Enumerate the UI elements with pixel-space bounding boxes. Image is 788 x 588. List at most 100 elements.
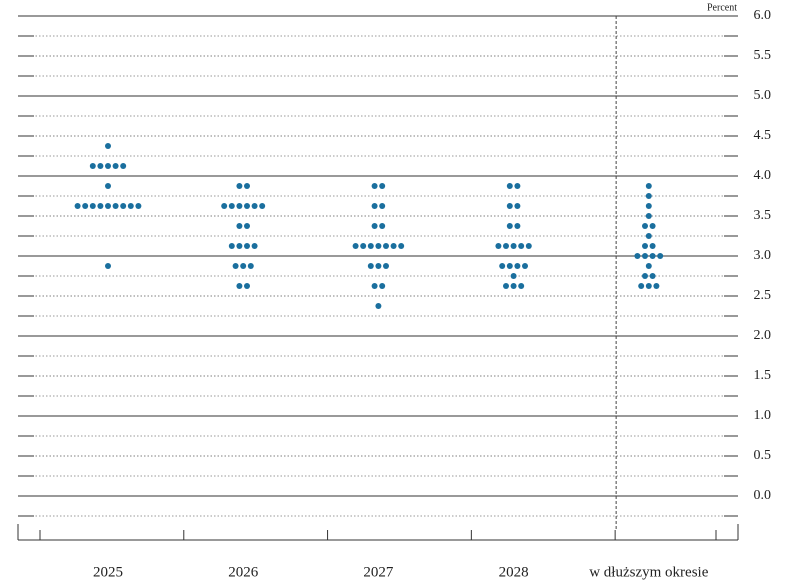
dot <box>514 203 521 209</box>
dot <box>503 243 509 249</box>
dot <box>244 243 250 249</box>
dot <box>379 283 386 289</box>
y-tick-label: 3.5 <box>754 208 772 223</box>
y-tick-label: 0.5 <box>754 448 772 463</box>
dot <box>653 283 660 289</box>
dot <box>518 283 525 289</box>
dot <box>642 273 648 279</box>
dot <box>352 243 359 249</box>
dot <box>503 283 509 289</box>
x-tick-label: 2027 <box>363 564 394 580</box>
dot <box>247 263 254 269</box>
dot <box>244 223 250 229</box>
dot <box>379 183 386 189</box>
dot <box>522 263 528 269</box>
dot <box>383 243 389 249</box>
dot <box>514 263 521 269</box>
dot <box>105 263 111 269</box>
dot <box>642 253 648 259</box>
dot <box>105 183 111 189</box>
dot <box>379 223 386 229</box>
dot <box>127 203 134 209</box>
y-tick-label: 4.5 <box>754 128 772 143</box>
dot <box>645 193 652 199</box>
dot <box>642 223 648 229</box>
dot <box>244 203 250 209</box>
dot <box>506 263 513 269</box>
x-tick-label: w dłuższym okresie <box>589 564 708 580</box>
y-tick-label: 0.0 <box>754 488 772 503</box>
dot <box>236 183 243 189</box>
dot <box>379 203 386 209</box>
dot <box>398 243 405 249</box>
dot <box>499 263 506 269</box>
dot <box>375 303 382 309</box>
dot <box>506 203 513 209</box>
y-tick-label: 2.5 <box>754 288 772 303</box>
dot <box>634 253 641 259</box>
dot <box>105 203 111 209</box>
dot <box>657 253 664 259</box>
dot <box>375 243 382 249</box>
dot <box>251 243 258 249</box>
y-tick-label: 2.0 <box>754 328 772 343</box>
dot <box>649 273 656 279</box>
dot <box>390 243 397 249</box>
dot <box>105 163 111 169</box>
y-tick-label: 3.0 <box>754 248 772 263</box>
unit-label: Percent <box>707 2 737 13</box>
dot <box>518 243 525 249</box>
dot <box>649 223 656 229</box>
dot <box>221 203 228 209</box>
dot <box>259 203 266 209</box>
dot <box>371 183 378 189</box>
dot <box>74 203 81 209</box>
dot <box>514 183 521 189</box>
dot <box>375 263 382 269</box>
dot <box>645 263 652 269</box>
dot <box>371 203 378 209</box>
dot <box>244 183 250 189</box>
dot <box>645 233 652 239</box>
dot <box>135 203 142 209</box>
dot <box>240 263 247 269</box>
dot <box>371 223 378 229</box>
y-tick-label: 1.0 <box>754 408 772 423</box>
x-tick-label: 2028 <box>499 564 529 580</box>
dot <box>645 183 652 189</box>
dot <box>367 263 374 269</box>
dot <box>645 203 652 209</box>
dot <box>360 243 367 249</box>
dot <box>506 223 513 229</box>
dot <box>642 243 648 249</box>
dot <box>97 163 104 169</box>
dot <box>367 243 374 249</box>
dot <box>97 203 104 209</box>
x-tick-label: 2025 <box>93 564 123 580</box>
dot <box>514 223 521 229</box>
dot <box>228 243 235 249</box>
dot <box>510 283 517 289</box>
dot <box>89 203 96 209</box>
dot <box>112 203 119 209</box>
dot <box>120 203 127 209</box>
dot <box>525 243 532 249</box>
dot <box>510 273 517 279</box>
dot <box>120 163 127 169</box>
y-tick-label: 1.5 <box>754 368 772 383</box>
dot <box>645 283 652 289</box>
dot <box>236 283 243 289</box>
dot <box>244 283 250 289</box>
dot <box>251 203 258 209</box>
dot <box>638 283 645 289</box>
dot <box>232 263 239 269</box>
dot <box>89 163 96 169</box>
y-tick-label: 5.0 <box>754 88 772 103</box>
dot <box>649 243 656 249</box>
dot <box>495 243 502 249</box>
dot <box>236 223 243 229</box>
dot <box>645 213 652 219</box>
dot <box>383 263 389 269</box>
